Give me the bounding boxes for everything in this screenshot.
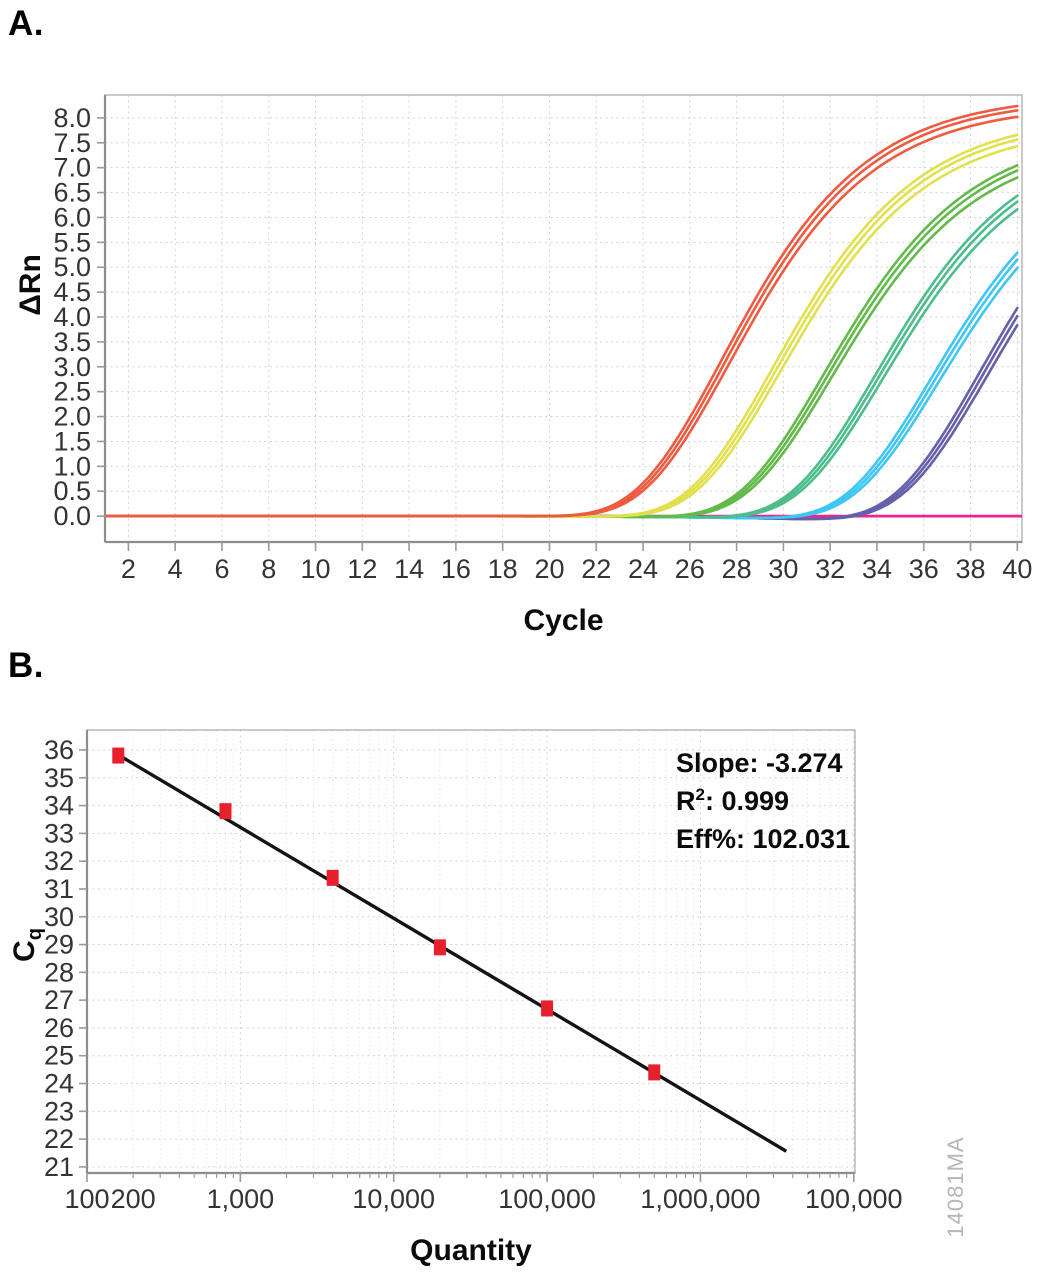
y-tick-label-a: 0.0 [53,501,91,531]
y-tick-label-b: 23 [44,1096,74,1126]
y-tick-label-a: 4.5 [53,277,91,307]
curve-standard-6-purple-rep2 [103,314,1019,521]
y-tick-label-b: 34 [44,791,74,821]
x-tick-label-a: 4 [168,554,183,584]
y-tick-label-b: 35 [44,763,74,793]
x-tick-label-a: 28 [722,554,752,584]
y-tick-label-a: 2.0 [53,402,91,432]
x-tick-label-a: 10 [301,554,331,584]
curve-standard-6-purple-rep3 [103,323,1019,521]
x-tick-label-a: 36 [909,554,939,584]
axis-title-cycle: Cycle [523,604,603,637]
data-point-marker [433,939,446,956]
y-tick-label-b: 28 [44,957,74,987]
y-tick-label-a: 7.0 [53,153,91,183]
y-tick-label-b: 29 [44,930,74,960]
axis-title-drn: ΔRn [14,254,47,316]
y-tick-label-a: 3.0 [53,352,91,382]
x-tick-label-a: 16 [441,554,471,584]
curve-standard-2-yellow-rep2 [103,138,1019,518]
y-tick-label-a: 1.0 [53,451,91,481]
x-tick-label-a: 26 [675,554,705,584]
panel-b-label: B. [8,646,44,685]
y-tick-label-b: 21 [44,1152,74,1182]
x-tick-label-b: 1,000,000 [640,1184,760,1214]
x-tick-label-a: 8 [261,554,276,584]
y-tick-label-b: 33 [44,818,74,848]
panel-a-label: A. [8,4,44,43]
x-tick-label-b: 1,000 [207,1184,275,1214]
data-point-marker [648,1064,661,1081]
y-tick-label-b: 36 [44,735,74,765]
x-tick-label-b: 10,000 [352,1184,435,1214]
x-tick-label-a: 38 [956,554,986,584]
x-tick-label-a: 20 [534,554,564,584]
y-tick-label-a: 6.5 [53,178,91,208]
x-tick-label-a: 18 [488,554,518,584]
x-tick-label-a: 14 [394,554,424,584]
y-tick-label-a: 0.5 [53,476,91,506]
y-tick-label-a: 4.0 [53,302,91,332]
data-point-marker [541,1000,554,1017]
axis-title-cq: Cq [8,928,46,962]
curve-standard-1-red-rep3 [103,115,1019,518]
axis-title-quantity: Quantity [410,1234,532,1267]
x-tick-label-a: 12 [347,554,377,584]
watermark-code: 14081MA [943,1136,968,1237]
y-tick-label-a: 5.5 [53,227,91,257]
y-tick-label-a: 1.5 [53,426,91,456]
x-tick-label-a: 30 [768,554,798,584]
y-tick-label-b: 32 [44,846,74,876]
y-tick-label-b: 22 [44,1124,74,1154]
y-tick-label-b: 27 [44,985,74,1015]
y-tick-label-b: 26 [44,1013,74,1043]
curve-standard-3-green-rep2 [103,169,1019,519]
fit-line [117,753,788,1153]
y-tick-label-a: 6.0 [53,202,91,232]
x-tick-label-a: 24 [628,554,658,584]
stats-line: Eff%: 102.031 [676,824,850,854]
x-tick-label-a: 6 [214,554,229,584]
stats-line: R2: 0.999 [676,785,789,816]
x-tick-label-b: 100,000 [805,1184,903,1214]
y-tick-label-b: 25 [44,1041,74,1071]
curve-standard-4-teal-rep3 [103,208,1019,519]
data-point-marker [112,747,125,764]
y-tick-label-a: 3.5 [53,327,91,357]
curve-standard-6-purple-rep1 [103,306,1019,521]
x-tick-label-a: 34 [862,554,892,584]
x-tick-label-a: 22 [581,554,611,584]
y-tick-label-a: 2.5 [53,377,91,407]
x-tick-label-a: 32 [815,554,845,584]
y-tick-label-b: 31 [44,874,74,904]
curve-standard-1-red-rep1 [103,104,1019,518]
x-tick-label-a: 2 [121,554,136,584]
x-tick-label-b: 100 [64,1184,109,1214]
data-point-marker [219,803,232,820]
stats-line: Slope: -3.274 [676,748,843,778]
x-tick-label-b: 200 [111,1184,156,1214]
x-tick-label-a: 40 [1002,554,1032,584]
y-tick-label-b: 30 [44,902,74,932]
x-tick-label-b: 100,000 [498,1184,596,1214]
y-tick-label-a: 5.0 [53,252,91,282]
curve-standard-3-green-rep3 [103,176,1019,519]
y-tick-label-a: 7.5 [53,128,91,158]
data-point-marker [326,869,339,886]
curve-standard-5-cyan-rep3 [103,266,1019,520]
y-tick-label-a: 8.0 [53,103,91,133]
y-tick-label-b: 24 [44,1069,74,1099]
